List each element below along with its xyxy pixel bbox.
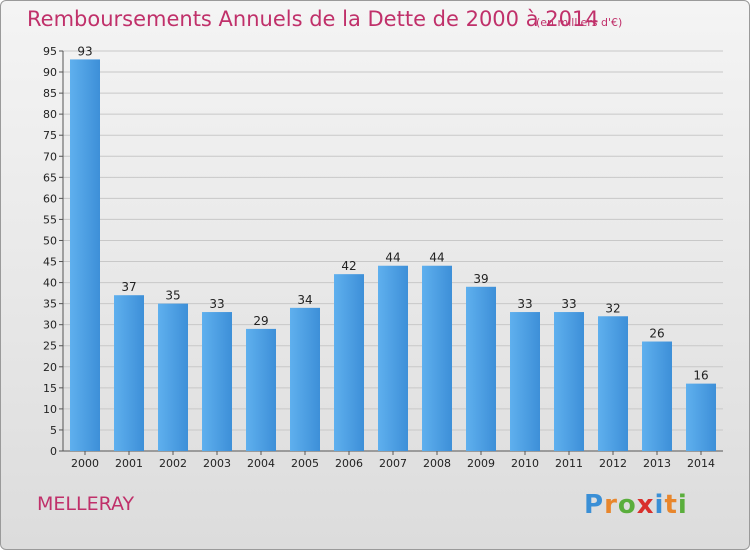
y-tick-label: 15 — [43, 382, 57, 395]
y-tick-label: 75 — [43, 129, 57, 142]
x-tick-label: 2003 — [203, 457, 231, 470]
bar — [334, 274, 364, 451]
x-tick-label: 2004 — [247, 457, 275, 470]
x-tick-label: 2001 — [115, 457, 143, 470]
x-tick-label: 2012 — [599, 457, 627, 470]
x-tick-label: 2005 — [291, 457, 319, 470]
data-label: 44 — [385, 251, 400, 265]
y-tick-label: 70 — [43, 150, 57, 163]
y-tick-label: 40 — [43, 277, 57, 290]
data-label: 33 — [209, 297, 224, 311]
y-tick-label: 5 — [50, 424, 57, 437]
data-label: 42 — [341, 259, 356, 273]
x-tick-label: 2006 — [335, 457, 363, 470]
bar — [246, 328, 276, 451]
logo-letter: x — [636, 490, 655, 520]
y-tick-label: 45 — [43, 256, 57, 269]
y-tick-label: 0 — [50, 445, 57, 458]
x-tick-label: 2013 — [643, 457, 671, 470]
data-label: 37 — [121, 280, 136, 294]
data-label: 39 — [473, 272, 488, 286]
y-tick-label: 10 — [43, 403, 57, 416]
data-label: 16 — [693, 369, 708, 383]
commune-name: MELLERAY — [37, 493, 135, 515]
data-label: 29 — [253, 314, 268, 328]
data-label: 44 — [429, 251, 444, 265]
y-tick-label: 25 — [43, 340, 57, 353]
logo-letter: i — [654, 490, 665, 520]
data-label: 32 — [605, 301, 620, 315]
y-tick-label: 35 — [43, 298, 57, 311]
data-labels: 93 37 35 33 29 34 42 44 44 39 33 33 32 26 16 — [77, 44, 708, 382]
x-tick-label: 2011 — [555, 457, 583, 470]
y-tick-label: 55 — [43, 213, 57, 226]
bar — [422, 265, 452, 451]
bar — [158, 303, 188, 451]
bar — [290, 307, 320, 451]
x-tick-label: 2014 — [687, 457, 715, 470]
logo-letter: P — [584, 490, 605, 520]
y-tick-label: 90 — [43, 66, 57, 79]
y-tick-label: 65 — [43, 171, 57, 184]
bar — [466, 286, 496, 451]
data-label: 26 — [649, 327, 664, 341]
bars — [70, 59, 716, 451]
proxiti-logo: Proxiti — [584, 490, 688, 520]
bar — [510, 312, 540, 451]
bar — [642, 341, 672, 451]
x-tick-label: 2010 — [511, 457, 539, 470]
x-tick-label: 2007 — [379, 457, 407, 470]
logo-letter: t — [664, 490, 678, 520]
x-tick-label: 2002 — [159, 457, 187, 470]
logo-letter: r — [604, 490, 618, 520]
data-label: 33 — [561, 297, 576, 311]
y-tick-label: 80 — [43, 108, 57, 121]
logo-letter: i — [677, 490, 688, 520]
y-tick-label: 95 — [43, 45, 57, 58]
data-label: 35 — [165, 289, 180, 303]
logo-letter: o — [617, 490, 637, 520]
bar — [114, 295, 144, 451]
bar — [686, 383, 716, 451]
y-tick-label: 60 — [43, 192, 57, 205]
bar — [70, 59, 100, 451]
y-tick-label: 85 — [43, 87, 57, 100]
bar — [598, 316, 628, 451]
chart-title: Remboursements Annuels de la Dette de 20… — [27, 7, 599, 31]
y-tick-label: 30 — [43, 319, 57, 332]
data-label: 34 — [297, 293, 312, 307]
bar — [554, 312, 584, 451]
bar — [202, 312, 232, 451]
y-tick-label: 20 — [43, 361, 57, 374]
data-label: 33 — [517, 297, 532, 311]
data-label: 93 — [77, 44, 92, 58]
x-tick-label: 2008 — [423, 457, 451, 470]
y-tick-label: 50 — [43, 234, 57, 247]
bar — [378, 265, 408, 451]
chart-subtitle: (en milliers d'€) — [536, 16, 623, 29]
x-tick-label: 2000 — [71, 457, 99, 470]
x-tick-label: 2009 — [467, 457, 495, 470]
